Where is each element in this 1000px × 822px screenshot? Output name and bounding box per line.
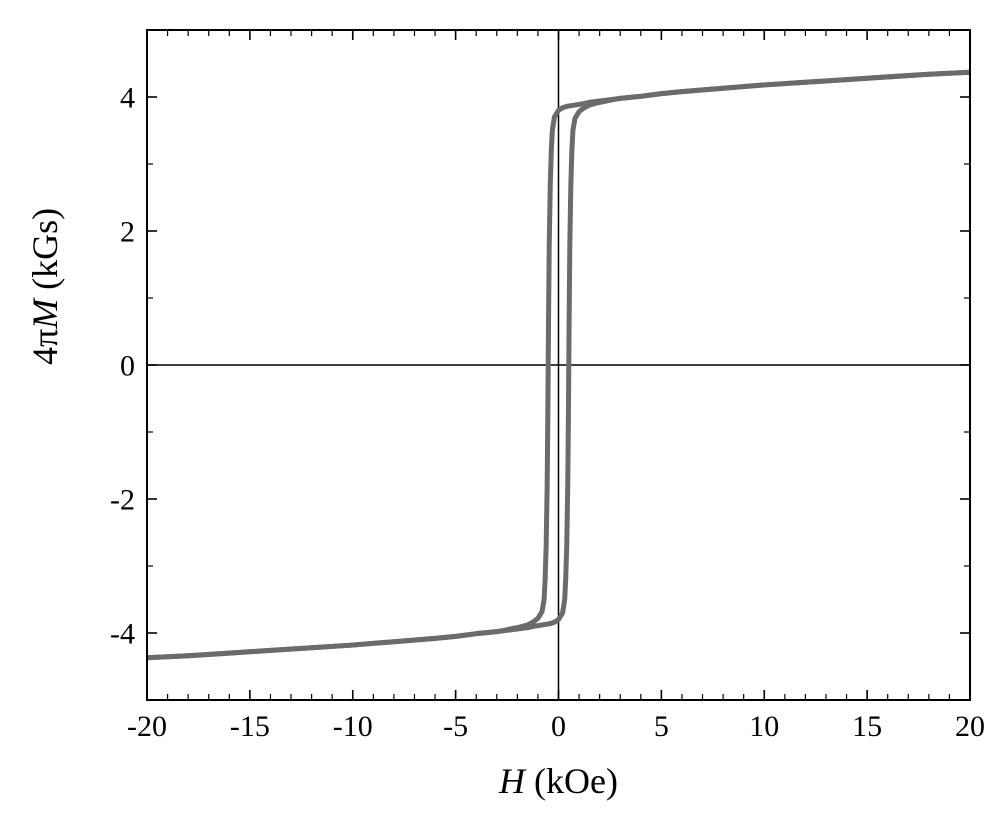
y-axis-label-prefix: 4π — [25, 329, 65, 365]
x-tick-label: 0 — [551, 710, 566, 743]
x-tick-label: 5 — [654, 710, 669, 743]
x-axis-label-rest: (kOe) — [525, 761, 618, 801]
y-tick-label: -2 — [110, 484, 135, 517]
chart-svg: -20-15-10-505101520-4-2024 — [0, 0, 1000, 822]
x-axis-label-italic: H — [499, 761, 525, 801]
hysteresis-chart: -20-15-10-505101520-4-2024 4πM (kGs) H (… — [0, 0, 1000, 822]
y-tick-label: 2 — [120, 216, 135, 249]
y-axis-label: 4πM (kGs) — [24, 208, 66, 365]
y-axis-label-italic: M — [25, 299, 65, 329]
x-axis-label: H (kOe) — [499, 760, 618, 802]
y-tick-label: 4 — [120, 82, 135, 115]
y-tick-label: -4 — [110, 618, 135, 651]
x-tick-label: -10 — [333, 710, 373, 743]
x-tick-label: 20 — [955, 710, 985, 743]
y-tick-label: 0 — [120, 350, 135, 383]
x-tick-label: -20 — [127, 710, 167, 743]
x-tick-label: -5 — [443, 710, 468, 743]
y-axis-label-rest: (kGs) — [25, 208, 65, 299]
x-tick-label: 10 — [749, 710, 779, 743]
x-tick-label: 15 — [852, 710, 882, 743]
x-tick-label: -15 — [230, 710, 270, 743]
